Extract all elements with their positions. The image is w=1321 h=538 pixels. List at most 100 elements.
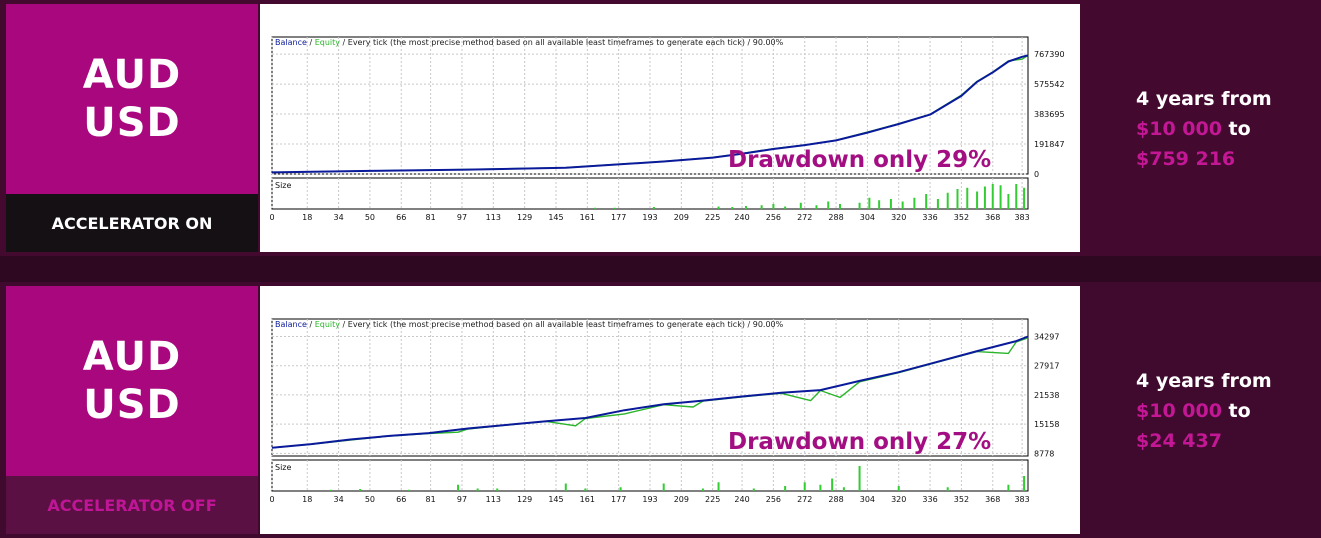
pair-line-1: AUD: [82, 52, 182, 98]
size-bar: [784, 206, 787, 209]
x-tick-label: 368: [985, 495, 1000, 504]
x-tick-label: 18: [302, 495, 312, 504]
y-tick-label: 191847: [1034, 140, 1065, 149]
x-tick-label: 368: [985, 213, 1000, 222]
size-bar: [457, 484, 460, 491]
pair-line-1: AUD: [82, 334, 182, 380]
x-tick-label: 304: [860, 495, 875, 504]
size-bar: [1007, 484, 1010, 491]
x-tick-label: 0: [269, 213, 274, 222]
summary-to: to: [1221, 400, 1251, 422]
x-tick-label: 66: [396, 213, 406, 222]
summary-line-1: 4 years from: [1136, 370, 1272, 392]
x-tick-label: 66: [396, 495, 406, 504]
drawdown-annotation: Drawdown only 29%: [728, 147, 991, 173]
pair-line-2: USD: [83, 100, 181, 146]
summary-1: 4 years from $10 000 to $759 216: [1136, 84, 1316, 174]
x-tick-label: 161: [580, 495, 595, 504]
header-sep: /: [307, 38, 315, 47]
y-tick-label: 34297: [1034, 333, 1059, 342]
y-tick-label: 27917: [1034, 362, 1059, 371]
x-tick-label: 81: [426, 213, 436, 222]
x-tick-label: 304: [860, 213, 875, 222]
row-divider: [0, 256, 1321, 282]
size-bar: [619, 487, 622, 491]
size-bar: [936, 199, 939, 209]
size-bar: [913, 197, 916, 209]
x-tick-label: 97: [457, 495, 467, 504]
size-bar: [999, 185, 1002, 209]
start-amount: $10 000: [1136, 118, 1222, 140]
size-bar: [1023, 476, 1026, 491]
panel-2-label-block: AUD USD ACCELERATOR OFF: [6, 286, 258, 534]
x-tick-label: 129: [517, 495, 532, 504]
size-label: Size: [275, 463, 292, 472]
size-bar: [827, 201, 830, 209]
x-tick-label: 34: [333, 495, 343, 504]
size-bar: [594, 207, 597, 209]
x-tick-label: 383: [1014, 213, 1029, 222]
x-tick-label: 352: [954, 495, 969, 504]
x-tick-label: 288: [828, 213, 843, 222]
size-bar: [772, 204, 775, 209]
x-tick-label: 50: [365, 495, 375, 504]
size-bar: [868, 197, 871, 209]
x-tick-label: 225: [705, 213, 720, 222]
header-equity: Equity: [315, 320, 341, 329]
x-tick-label: 161: [580, 213, 595, 222]
size-bar: [752, 488, 755, 491]
size-bar: [946, 192, 949, 209]
header-rest: / Every tick (the most precise method ba…: [340, 38, 784, 47]
x-tick-label: 193: [642, 495, 657, 504]
header-sep: /: [307, 320, 315, 329]
size-bar: [901, 201, 904, 209]
header-rest: / Every tick (the most precise method ba…: [340, 320, 784, 329]
x-tick-label: 193: [642, 213, 657, 222]
accelerator-status-on: ACCELERATOR ON: [6, 194, 258, 252]
size-bar: [717, 206, 720, 209]
x-tick-label: 129: [517, 213, 532, 222]
size-bar: [897, 486, 900, 491]
y-tick-label: 0: [1034, 170, 1039, 179]
x-tick-label: 256: [766, 213, 781, 222]
size-bar: [858, 202, 861, 209]
size-bar: [652, 207, 655, 209]
size-bar: [1007, 194, 1010, 209]
header-balance: Balance: [275, 38, 307, 47]
x-tick-label: 272: [797, 495, 812, 504]
start-amount: $10 000: [1136, 400, 1222, 422]
header-balance: Balance: [275, 320, 307, 329]
x-tick-label: 225: [705, 495, 720, 504]
size-bar: [925, 194, 928, 209]
size-bar: [717, 482, 720, 491]
x-tick-label: 209: [674, 495, 689, 504]
x-tick-label: 0: [269, 495, 274, 504]
x-tick-label: 352: [954, 213, 969, 222]
x-tick-label: 320: [891, 495, 906, 504]
size-label: Size: [275, 181, 292, 190]
currency-pair-label: AUD USD: [6, 4, 258, 194]
size-bar: [966, 187, 969, 209]
x-tick-label: 240: [734, 213, 749, 222]
size-bar: [946, 487, 949, 491]
size-bar: [889, 199, 892, 209]
size-bar: [819, 484, 822, 491]
size-bar: [744, 206, 747, 209]
x-tick-label: 145: [548, 495, 563, 504]
x-tick-label: 34: [333, 213, 343, 222]
x-tick-label: 336: [922, 495, 937, 504]
x-tick-label: 209: [674, 213, 689, 222]
size-bar: [408, 489, 411, 491]
size-bar: [1015, 184, 1018, 209]
x-tick-label: 145: [548, 213, 563, 222]
y-tick-label: 21538: [1034, 391, 1059, 400]
size-bar: [496, 488, 499, 491]
size-bar: [858, 466, 861, 491]
panel-row-2: AUD USD ACCELERATOR OFF 0 18 34 50 66 81 97 113…: [0, 282, 1321, 538]
size-bar: [842, 487, 845, 491]
x-tick-label: 288: [828, 495, 843, 504]
x-tick-label: 177: [611, 213, 626, 222]
size-bar: [662, 483, 665, 491]
size-bar: [1023, 187, 1026, 209]
chart-header: Balance / Equity / Every tick (the most …: [275, 320, 784, 329]
